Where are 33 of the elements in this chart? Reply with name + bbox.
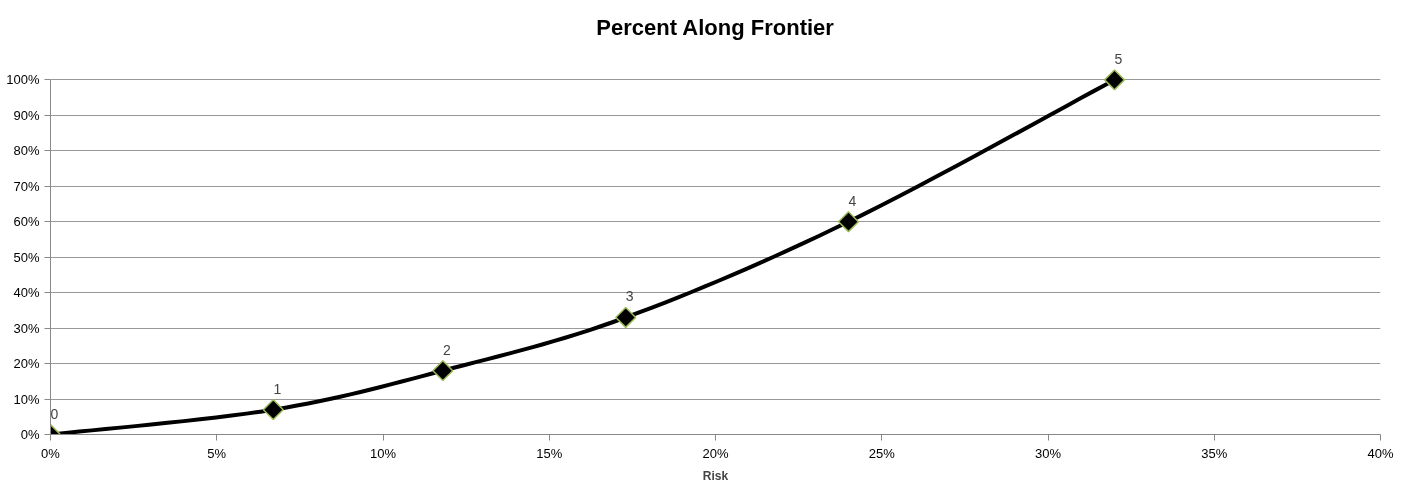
x-tick-label: 30% (1034, 445, 1062, 461)
annotation: 5 (1114, 50, 1123, 67)
x-tick-label: 25% (868, 445, 896, 461)
x-tick-label: 10% (369, 445, 397, 461)
point (837, 211, 860, 233)
x-tick-label: 35% (1201, 445, 1228, 461)
y-tick-label: 10% (13, 391, 40, 407)
x-tick-label: 20% (702, 445, 729, 461)
y-tick-label: 20% (13, 356, 40, 372)
x-tick-label: 5% (207, 445, 227, 461)
x-tick-label: 15% (536, 445, 563, 461)
y-tick-label: 0% (20, 427, 40, 442)
y-tick-label: 90% (13, 107, 40, 123)
annotation: 4 (848, 192, 857, 209)
x-axis-title: Risk (702, 468, 729, 483)
y-tick-label: 30% (13, 320, 40, 336)
point (262, 399, 284, 421)
y-tick-label: 60% (13, 214, 40, 230)
annotation: 0 (50, 405, 59, 422)
y-tick-label: 70% (13, 178, 40, 194)
y-tick-label: 40% (13, 285, 40, 301)
chart-title: Percent Along Frontier (596, 14, 835, 40)
y-tick-label: 100% (6, 72, 40, 88)
annotation: 3 (625, 288, 634, 305)
point (432, 360, 454, 382)
annotation: 1 (273, 380, 282, 397)
y-tick-label: 50% (13, 249, 40, 265)
y-tick-label: 80% (13, 143, 40, 159)
x-tick-label: 40% (1367, 445, 1394, 461)
annotation: 2 (442, 341, 451, 358)
point (615, 306, 637, 329)
point (1103, 69, 1126, 91)
x-tick-label: 0% (41, 445, 61, 461)
